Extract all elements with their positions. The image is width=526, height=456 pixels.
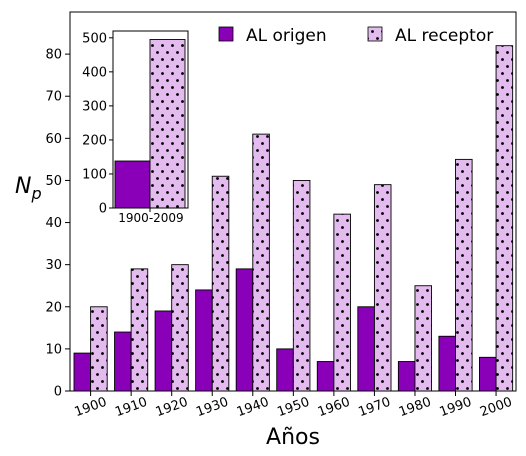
main-x-axis: 1900 1910 1920 1930 1940 1950 1960 1970 1980 1990… — [73, 391, 514, 420]
x-tick-label: 1960 — [316, 395, 352, 420]
y-tick-label: 40 — [45, 216, 62, 231]
main-bars — [73, 45, 514, 392]
bar-al-origen-1960 — [316, 361, 335, 392]
bar-al-origen-1900 — [73, 352, 92, 392]
inset-bar-al-receptor — [149, 39, 186, 209]
bar-al-origen-1940 — [235, 268, 254, 392]
x-tick-label: 1990 — [438, 395, 474, 420]
y-tick-label: 30 — [45, 258, 62, 273]
bar-al-receptor-1970 — [373, 184, 392, 392]
inset-x-tick-label: 1900-2009 — [118, 211, 183, 225]
bar-al-origen-1920 — [154, 310, 173, 392]
bar-al-receptor-1960 — [333, 213, 351, 392]
bar-al-receptor-1940 — [252, 133, 270, 392]
y-tick-label: 10 — [45, 342, 62, 357]
legend-swatch-al-origen — [218, 26, 234, 42]
bar-al-origen-1950 — [276, 348, 294, 392]
inset-y-tick-label: 500 — [82, 31, 107, 46]
bar-al-receptor-1920 — [171, 264, 189, 392]
x-tick-label: 1920 — [154, 395, 190, 420]
x-tick-label: 1940 — [235, 395, 271, 420]
bar-al-origen-1980 — [397, 361, 416, 392]
inset-y-axis: 0 100 200 300 400 500 — [82, 31, 113, 217]
inset-y-tick-label: 200 — [82, 133, 107, 148]
legend-label-al-origen: AL origen — [246, 26, 327, 46]
x-axis-label: Años — [266, 425, 320, 450]
bar-al-receptor-1990 — [455, 158, 473, 392]
y-tick-label: 0 — [54, 385, 62, 400]
x-tick-label: 1980 — [397, 395, 433, 420]
bar-al-origen-1910 — [114, 331, 132, 392]
inset-y-tick-label: 0 — [99, 202, 107, 217]
inset-y-tick-label: 400 — [82, 65, 107, 80]
x-tick-label: 1950 — [275, 395, 311, 420]
bar-al-origen-1930 — [195, 289, 213, 392]
bar-al-origen-1970 — [357, 306, 375, 392]
inset-bar-al-origen — [114, 160, 151, 209]
bar-al-receptor-1910 — [130, 268, 149, 392]
bar-al-receptor-1950 — [292, 179, 311, 392]
inset-bars — [114, 39, 186, 212]
bar-al-receptor-2000 — [495, 45, 514, 392]
inset-plot-frame — [112, 30, 189, 209]
legend-swatch-al-receptor — [367, 26, 383, 42]
legend-label-al-receptor: AL receptor — [395, 26, 493, 46]
bar-al-receptor-1980 — [414, 285, 433, 392]
main-y-axis: 0 10 20 30 40 50 60 70 80 — [45, 48, 70, 400]
legend: AL origen AL receptor — [218, 26, 493, 46]
y-tick-label: 70 — [45, 90, 62, 105]
bar-al-origen-2000 — [479, 356, 497, 392]
x-tick-label: 2000 — [478, 395, 514, 420]
inset-y-tick-label: 100 — [82, 167, 107, 182]
y-tick-label: 50 — [45, 174, 62, 189]
bar-al-origen-1990 — [438, 335, 456, 392]
x-tick-label: 1930 — [194, 395, 230, 420]
y-tick-label: 20 — [45, 300, 62, 315]
y-tick-label: 80 — [45, 48, 62, 63]
y-tick-label: 60 — [45, 132, 62, 147]
x-tick-label: 1970 — [356, 395, 392, 420]
inset-y-tick-label: 300 — [82, 99, 107, 114]
bar-al-receptor-1900 — [90, 306, 108, 392]
x-tick-label: 1910 — [113, 395, 149, 420]
y-axis-label: Np — [15, 174, 42, 203]
x-tick-label: 1900 — [73, 395, 109, 420]
bar-al-receptor-1930 — [211, 175, 230, 392]
